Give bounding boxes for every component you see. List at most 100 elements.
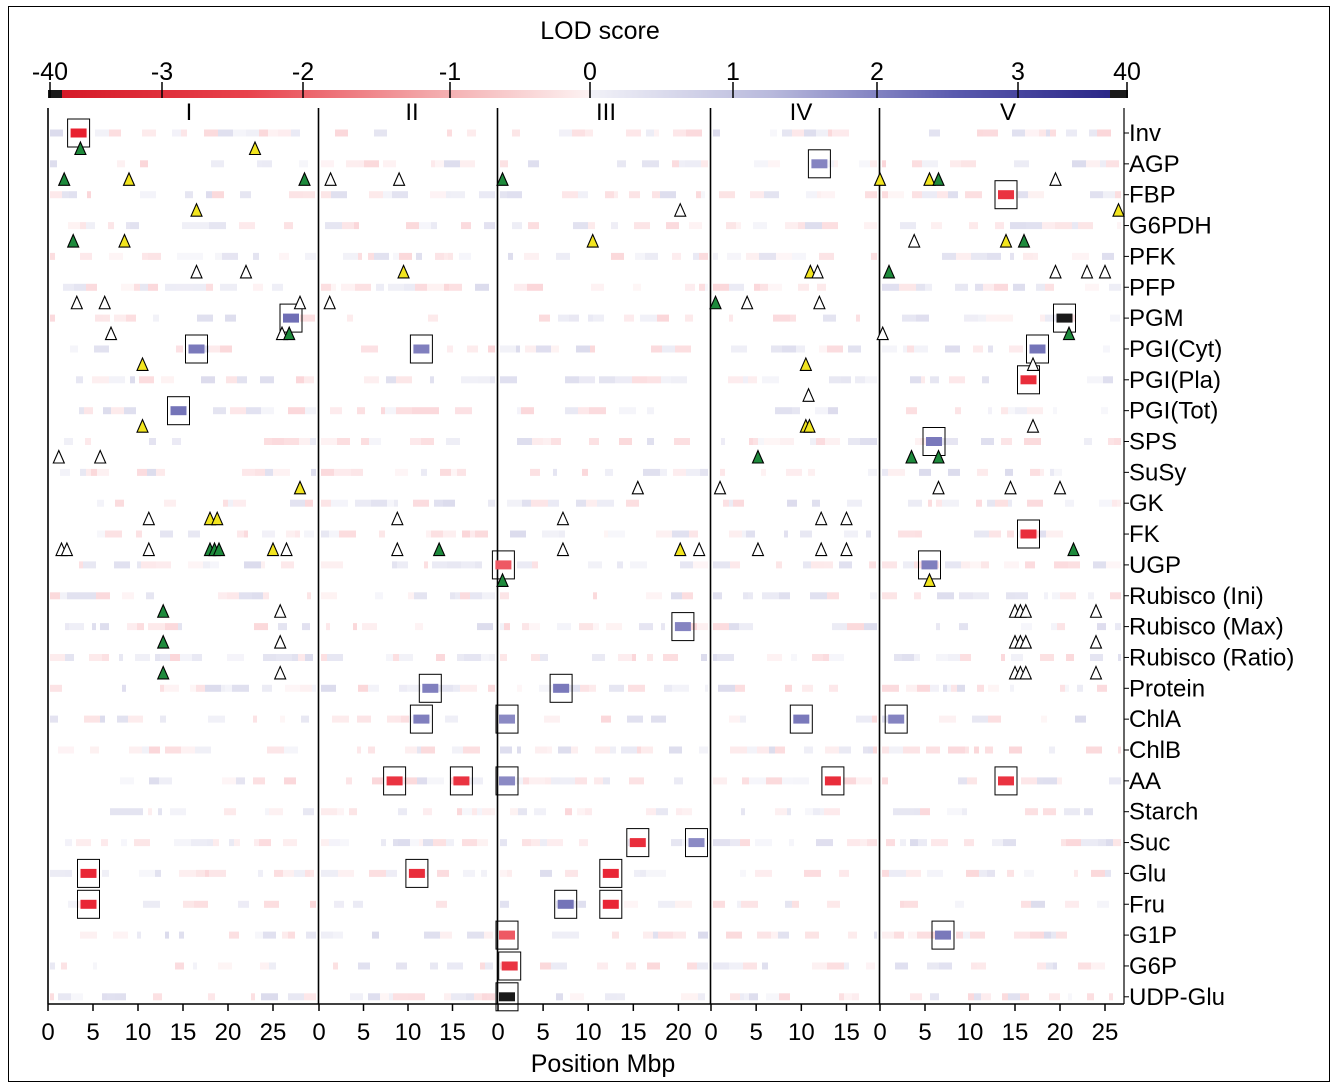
heat-cell xyxy=(305,654,313,661)
heat-cell xyxy=(764,438,780,445)
heat-cell xyxy=(671,839,682,847)
heat-cell xyxy=(1060,592,1076,600)
heat-cell xyxy=(987,869,995,877)
heat-cell xyxy=(948,746,965,754)
heat-cell xyxy=(812,499,820,507)
heat-cell xyxy=(500,900,509,908)
heat-cell xyxy=(443,530,456,538)
heat-cell xyxy=(723,499,729,507)
heat-cell xyxy=(744,993,749,1001)
heat-cell xyxy=(832,623,847,631)
heat-cell xyxy=(299,160,308,168)
heat-cell xyxy=(987,252,1001,260)
heat-cell xyxy=(983,283,994,291)
heat-cell xyxy=(1065,684,1069,692)
heat-cell xyxy=(460,592,470,600)
heat-cell xyxy=(253,777,265,785)
heat-cell xyxy=(446,839,454,847)
heat-cell xyxy=(839,561,852,569)
heat-cell xyxy=(278,623,287,631)
heat-cell xyxy=(489,654,495,661)
heat-cell xyxy=(510,530,526,538)
heat-cell xyxy=(459,252,471,260)
heat-cell xyxy=(122,684,126,692)
triangle-marker-yellow xyxy=(673,541,687,557)
heat-cell xyxy=(481,654,489,661)
heat-cell xyxy=(228,499,233,507)
heat-cell xyxy=(480,962,485,970)
heat-cell xyxy=(436,684,453,692)
heat-cell xyxy=(197,222,209,230)
heat-cell xyxy=(936,499,942,507)
heat-cell xyxy=(771,931,778,939)
heat-cell xyxy=(281,561,294,569)
qtl-cell-aa-chrIV xyxy=(824,776,841,786)
heat-cell xyxy=(404,777,417,785)
heat-cell xyxy=(105,530,122,538)
triangle-marker-open xyxy=(273,634,287,649)
heat-cell xyxy=(551,962,567,970)
trait-label-rubisco-ratio: Rubisco (Ratio) xyxy=(1129,644,1294,671)
heat-cell xyxy=(843,777,856,785)
heat-cell xyxy=(50,191,62,199)
heat-cell xyxy=(194,900,208,908)
heat-cell xyxy=(713,129,720,137)
heat-cell xyxy=(472,808,477,816)
heat-cell xyxy=(1015,407,1027,415)
heat-cell xyxy=(244,530,248,538)
heat-cell xyxy=(922,160,938,168)
colorbar-tick-label: 2 xyxy=(870,58,884,86)
heat-cell xyxy=(427,283,444,291)
heat-cell xyxy=(942,252,956,260)
heat-cell xyxy=(970,561,981,569)
qtl-cell-pgi-cyt-chrII xyxy=(413,344,430,354)
heat-cell xyxy=(117,715,128,723)
heat-cell xyxy=(260,962,269,970)
heat-cell xyxy=(957,684,965,692)
heat-cell xyxy=(805,222,822,230)
heat-cell xyxy=(140,283,148,291)
triangle-marker-yellow xyxy=(1112,202,1125,217)
heat-cell xyxy=(575,777,587,785)
heat-cell xyxy=(900,900,904,908)
heat-cell xyxy=(421,746,435,754)
heat-cell xyxy=(321,561,326,569)
heat-cell xyxy=(535,746,547,754)
heat-cell xyxy=(977,962,986,970)
colorbar-tick-label: 3 xyxy=(1011,58,1025,86)
heat-cell xyxy=(701,654,707,661)
heat-cell xyxy=(1078,222,1093,230)
heat-cell xyxy=(306,931,316,939)
heat-cell xyxy=(685,314,693,322)
heat-cell xyxy=(730,746,747,754)
heat-cell xyxy=(958,777,967,785)
heat-cell xyxy=(263,654,276,661)
trait-label-pgm: PGM xyxy=(1129,305,1184,332)
heat-cell xyxy=(576,345,590,353)
heat-cell xyxy=(1046,129,1050,137)
trait-label-pgi-pla: PGI(Pla) xyxy=(1129,367,1221,394)
heat-cell xyxy=(321,160,334,168)
heat-cell xyxy=(303,191,315,199)
heat-cell xyxy=(355,499,371,507)
heat-cell xyxy=(961,561,970,569)
heat-cell xyxy=(227,654,244,661)
heat-cell xyxy=(532,561,538,569)
triangle-marker-green xyxy=(282,325,296,341)
qtl-box-chla-chrIII xyxy=(495,704,519,734)
x-tick-label: 15 xyxy=(1002,1019,1029,1046)
heat-cell xyxy=(760,283,768,291)
colorbar-extreme-high xyxy=(1110,90,1128,98)
heat-cell xyxy=(572,129,585,137)
heat-cell xyxy=(467,129,476,137)
heat-cell xyxy=(376,283,384,291)
heat-cell xyxy=(1103,191,1115,199)
heat-cell xyxy=(149,438,156,445)
heat-cell xyxy=(393,252,399,260)
heat-cell xyxy=(848,345,861,353)
heat-cell xyxy=(1097,900,1109,908)
heat-cell xyxy=(234,839,240,847)
triangle-marker-green xyxy=(905,449,918,464)
heat-cell xyxy=(713,283,729,291)
heat-cell xyxy=(1015,592,1028,600)
